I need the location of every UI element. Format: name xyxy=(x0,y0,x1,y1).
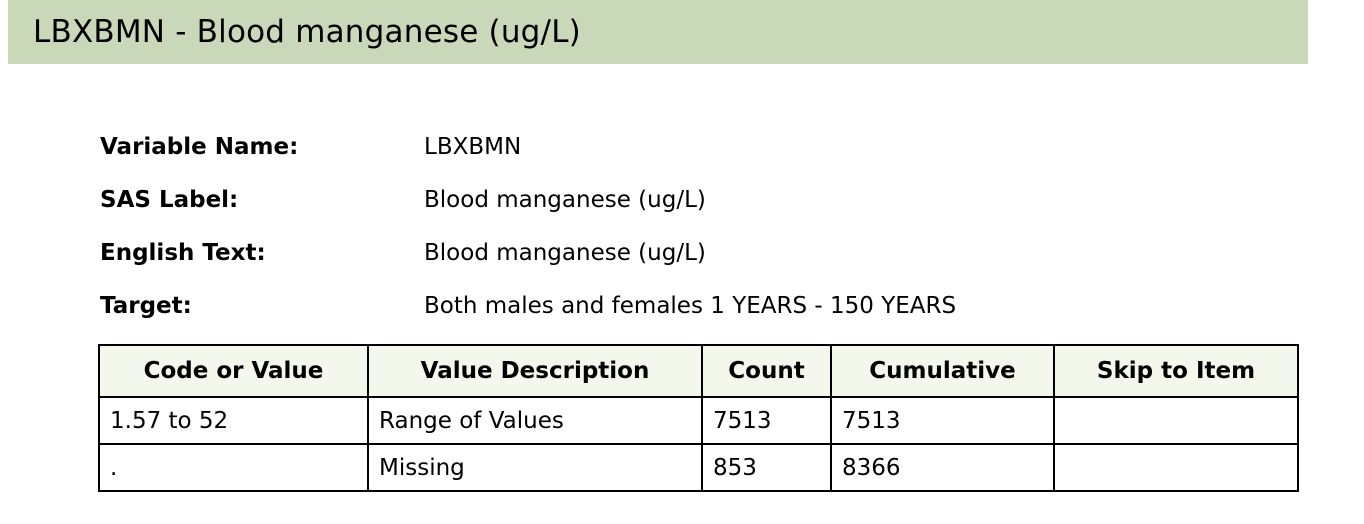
column-header-count: Count xyxy=(701,344,832,398)
cell-count: 7513 xyxy=(701,396,832,445)
variable-info: Variable Name: LBXBMN SAS Label: Blood m… xyxy=(100,120,1200,332)
cell-skip xyxy=(1053,396,1299,445)
info-label: English Text: xyxy=(100,239,266,266)
table-header-row: Code or Value Value Description Count Cu… xyxy=(98,344,1299,398)
info-label: Target: xyxy=(100,292,192,319)
info-row-sas-label: SAS Label: Blood manganese (ug/L) xyxy=(100,173,1200,226)
title-bar: LBXBMN - Blood manganese (ug/L) xyxy=(8,0,1308,64)
cell-cumulative: 8366 xyxy=(830,443,1055,492)
table-row: . Missing 853 8366 xyxy=(98,443,1299,492)
page-title: LBXBMN - Blood manganese (ug/L) xyxy=(33,13,581,50)
column-header-code: Code or Value xyxy=(98,344,369,398)
column-header-skip: Skip to Item xyxy=(1053,344,1299,398)
cell-code: 1.57 to 52 xyxy=(98,396,369,445)
cell-code: . xyxy=(98,443,369,492)
cell-cumulative: 7513 xyxy=(830,396,1055,445)
info-row-english-text: English Text: Blood manganese (ug/L) xyxy=(100,226,1200,279)
info-value: LBXBMN xyxy=(424,133,522,160)
info-value: Blood manganese (ug/L) xyxy=(424,186,706,213)
column-header-description: Value Description xyxy=(367,344,703,398)
cell-description: Range of Values xyxy=(367,396,703,445)
info-value: Both males and females 1 YEARS - 150 YEA… xyxy=(424,292,957,319)
cell-count: 853 xyxy=(701,443,832,492)
cell-skip xyxy=(1053,443,1299,492)
column-header-cumulative: Cumulative xyxy=(830,344,1055,398)
info-row-target: Target: Both males and females 1 YEARS -… xyxy=(100,279,1200,332)
table-row: 1.57 to 52 Range of Values 7513 7513 xyxy=(98,396,1299,445)
cell-description: Missing xyxy=(367,443,703,492)
info-label: SAS Label: xyxy=(100,186,239,213)
info-value: Blood manganese (ug/L) xyxy=(424,239,706,266)
info-label: Variable Name: xyxy=(100,133,299,160)
info-row-variable-name: Variable Name: LBXBMN xyxy=(100,120,1200,173)
codebook-table: Code or Value Value Description Count Cu… xyxy=(98,344,1299,492)
